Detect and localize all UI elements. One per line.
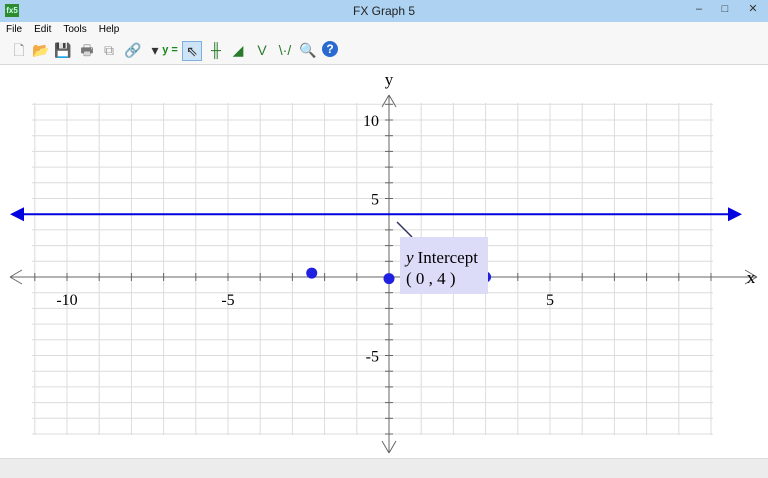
- window-title: FX Graph 5: [352, 4, 416, 18]
- area-icon[interactable]: ◢: [232, 42, 244, 58]
- tooltip-pointer: [396, 221, 413, 238]
- tooltip-var: y: [404, 248, 414, 267]
- menu-tools[interactable]: Tools: [63, 24, 87, 35]
- graph-point: [306, 267, 318, 279]
- menu-bar: File Edit Tools Help: [0, 22, 768, 37]
- open-folder-icon[interactable]: 📂: [32, 42, 50, 58]
- x-axis-label: x: [747, 268, 756, 287]
- close-button[interactable]: ✕: [748, 3, 758, 15]
- app-logo-icon: fx5: [5, 4, 19, 17]
- tooltip-value: ( 0 , 4 ): [406, 269, 456, 288]
- x-tick-label: -10: [56, 292, 77, 309]
- status-bar: [0, 458, 768, 478]
- table-icon[interactable]: ╫: [211, 42, 221, 58]
- pointer-icon[interactable]: ⇖: [182, 41, 202, 61]
- save-icon[interactable]: 💾: [54, 42, 72, 58]
- dropdown-arrow-icon[interactable]: ▾: [151, 42, 159, 58]
- x-tick-label: -5: [221, 292, 234, 309]
- maximize-button[interactable]: □: [721, 3, 729, 15]
- print-icon[interactable]: 🖶: [80, 42, 94, 58]
- y-axis-arrows: [381, 94, 397, 454]
- y-tick-label: 10: [363, 113, 379, 130]
- link-icon[interactable]: 🔗: [124, 42, 142, 58]
- graph-canvas[interactable]: -10 -5 5 10 5 -5 x y y Intercept( 0 , 4 ): [5, 65, 763, 457]
- y-tick-label: -5: [366, 349, 379, 366]
- tooltip-title: y Intercept: [404, 248, 478, 267]
- y-axis-label: y: [385, 70, 394, 89]
- graph-point: [383, 273, 395, 285]
- help-icon[interactable]: ?: [322, 41, 338, 57]
- menu-help[interactable]: Help: [98, 24, 120, 35]
- function-curve-icon[interactable]: V: [257, 42, 267, 58]
- x-tick-label: 5: [546, 292, 554, 309]
- x-axis-arrows: [9, 269, 758, 285]
- y-tick-label: 5: [371, 192, 379, 209]
- minimize-button[interactable]: –: [695, 3, 703, 15]
- menu-edit[interactable]: Edit: [34, 24, 52, 35]
- points-icon[interactable]: \·/: [278, 42, 292, 58]
- toolbar: 🗋 📂 💾 🖶 ⧉ 🔗 ▾ y = ⇖ ╫ ◢ V \·/ 🔍?: [0, 37, 768, 65]
- copy-icon[interactable]: ⧉: [104, 42, 114, 58]
- tooltip-label: Intercept: [418, 248, 479, 267]
- zoom-icon[interactable]: 🔍: [299, 42, 317, 58]
- title-bar: fx5 FX Graph 5 – □ ✕: [0, 0, 768, 23]
- menu-file[interactable]: File: [6, 24, 23, 35]
- new-icon[interactable]: 🗋: [13, 42, 25, 58]
- tooltip-box: [400, 237, 488, 294]
- equation-icon[interactable]: y =: [162, 44, 178, 56]
